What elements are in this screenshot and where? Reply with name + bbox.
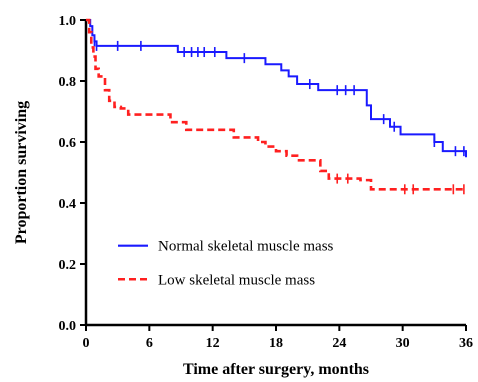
y-tick-label: 0.4 <box>59 197 77 212</box>
x-tick-label: 6 <box>146 336 153 351</box>
series <box>86 18 467 195</box>
x-tick-label: 12 <box>206 336 220 351</box>
x-tick-label: 36 <box>459 336 473 351</box>
y-axis-title: Proportion surviving <box>13 101 30 244</box>
y-tick-label: 1.0 <box>59 14 77 29</box>
x-tick-label: 0 <box>83 336 90 351</box>
series-line-normal <box>86 19 467 158</box>
legend: Normal skeletal muscle mass Low skeletal… <box>118 239 334 288</box>
series-line-low <box>86 18 466 191</box>
x-tick-label: 30 <box>396 336 410 351</box>
y-tick-label: 0.2 <box>59 258 77 273</box>
legend-label-low: Low skeletal muscle mass <box>158 272 315 288</box>
x-tick-label: 18 <box>269 336 283 351</box>
x-axis-title: Time after surgery, months <box>183 361 369 378</box>
y-tick-label: 0.8 <box>59 75 77 90</box>
x-tick-label: 24 <box>332 336 346 351</box>
ticks: 0 6 12 18 24 30 36 0.0 0.2 0.4 0.6 0.8 1.0 <box>59 14 474 351</box>
y-tick-label: 0.0 <box>59 319 77 334</box>
legend-label-normal: Normal skeletal muscle mass <box>158 239 334 255</box>
y-tick-label: 0.6 <box>59 136 77 151</box>
